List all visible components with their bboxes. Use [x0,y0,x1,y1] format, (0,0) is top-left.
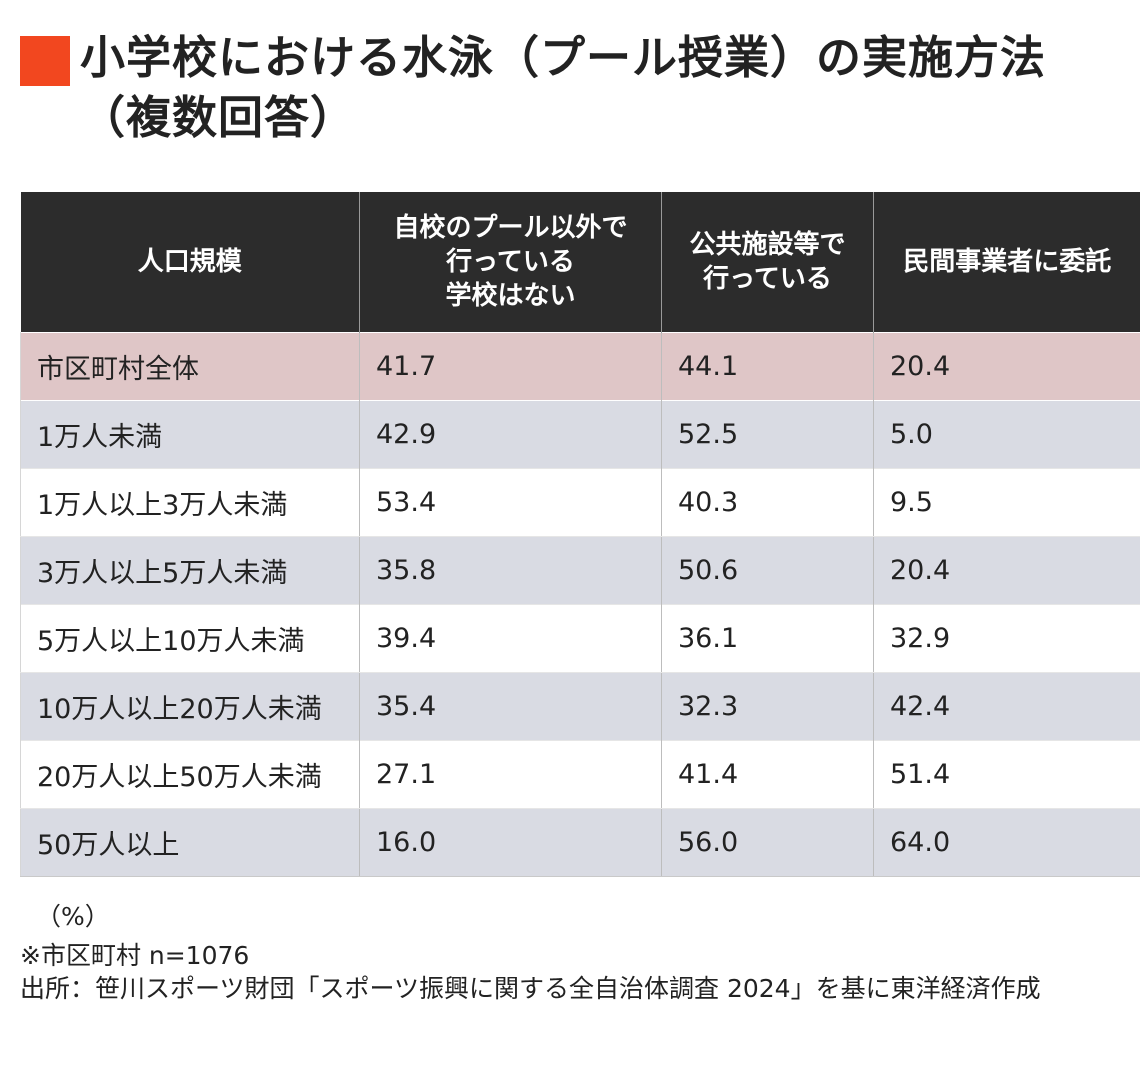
notes: （%） ※市区町村 n=1076 出所：笹川スポーツ財団「スポーツ振興に関する全… [20,900,1130,1005]
table-row: 3万人以上5万人未満 35.8 50.6 20.4 [20,536,1140,605]
table-cell: 20.4 [873,536,1140,605]
source-note: 出所：笹川スポーツ財団「スポーツ振興に関する全自治体調査 2024」を基に東洋経… [20,974,1041,1003]
sample-note: ※市区町村 n=1076 [20,941,250,970]
table-cell: 42.4 [873,672,1140,741]
row-label: 50万人以上 [20,808,360,877]
title-marker [20,36,70,86]
table-cell: 32.9 [873,604,1140,673]
table-cell: 5.0 [873,400,1140,469]
table-cell: 16.0 [359,808,662,877]
table-cell: 20.4 [873,332,1140,401]
chart-title: 小学校における水泳（プール授業）の実施方法（複数回答） [80,31,1047,144]
table-cell: 27.1 [359,740,662,809]
table-cell: 41.7 [359,332,662,401]
row-label: 3万人以上5万人未満 [20,536,360,605]
table-cell: 40.3 [661,468,874,537]
header-row: 人口規模 自校のプール以外で 行っている 学校はない 公共施設等で 行っている … [20,192,1140,333]
table-cell: 9.5 [873,468,1140,537]
table-cell: 51.4 [873,740,1140,809]
column-header: 公共施設等で 行っている [661,192,874,333]
table-row: 50万人以上 16.0 56.0 64.0 [20,808,1140,877]
table-cell: 53.4 [359,468,662,537]
row-label: 10万人以上20万人未満 [20,672,360,741]
table-row: 1万人以上3万人未満 53.4 40.3 9.5 [20,468,1140,537]
table-cell: 36.1 [661,604,874,673]
table-cell: 41.4 [661,740,874,809]
row-label: 市区町村全体 [20,332,360,401]
table-cell: 56.0 [661,808,874,877]
table-cell: 32.3 [661,672,874,741]
table-row: 10万人以上20万人未満 35.4 32.3 42.4 [20,672,1140,741]
table-cell: 44.1 [661,332,874,401]
table-cell: 42.9 [359,400,662,469]
row-label: 20万人以上50万人未満 [20,740,360,809]
column-header: 自校のプール以外で 行っている 学校はない [359,192,662,333]
table-cell: 52.5 [661,400,874,469]
data-table: 人口規模 自校のプール以外で 行っている 学校はない 公共施設等で 行っている … [20,192,1140,877]
row-label: 5万人以上10万人未満 [20,604,360,673]
table-cell: 35.8 [359,536,662,605]
row-label: 1万人以上3万人未満 [20,468,360,537]
column-header: 民間事業者に委託 [873,192,1140,333]
table-row: 5万人以上10万人未満 39.4 36.1 32.9 [20,604,1140,673]
total-row: 市区町村全体 41.7 44.1 20.4 [20,332,1140,401]
table-cell: 35.4 [359,672,662,741]
table-row: 1万人未満 42.9 52.5 5.0 [20,400,1140,469]
row-label: 1万人未満 [20,400,360,469]
table-cell: 64.0 [873,808,1140,877]
title-block: 小学校における水泳（プール授業）の実施方法（複数回答） [20,28,1120,148]
unit-note: （%） [36,902,110,931]
table-cell: 50.6 [661,536,874,605]
table-cell: 39.4 [359,604,662,673]
table-row: 20万人以上50万人未満 27.1 41.4 51.4 [20,740,1140,809]
column-header: 人口規模 [20,192,360,333]
